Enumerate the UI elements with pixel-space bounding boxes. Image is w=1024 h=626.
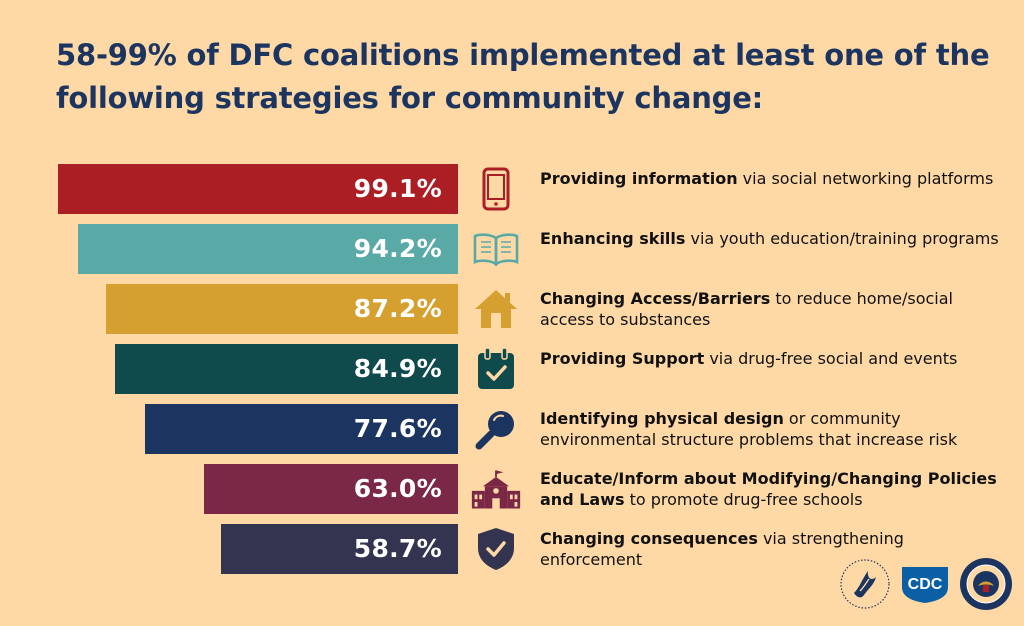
strategy-name: Changing Access/Barriers <box>540 289 771 308</box>
strategy-name: Providing Support <box>540 349 705 368</box>
agency-logos: CDC <box>838 552 1014 616</box>
bar-value-label: 94.2% <box>353 234 442 263</box>
bar: 63.0% <box>203 464 458 514</box>
bar-value-label: 63.0% <box>353 474 442 503</box>
strategy-name: Identifying physical design <box>540 409 784 428</box>
strategy-detail: via drug-free social and events <box>704 349 958 368</box>
strategy-detail: to reduce home/social access to substanc… <box>540 289 953 329</box>
cdc-logo: CDC <box>902 567 948 603</box>
strategy-description: Identifying physical design or community… <box>540 408 1010 450</box>
open-book-icon <box>470 224 522 274</box>
strategy-description: Providing Support via drug-free social a… <box>540 348 1010 369</box>
strategy-detail: via youth education/training programs <box>685 229 999 248</box>
strategy-detail: to promote drug-free schools <box>624 490 863 509</box>
strategy-name: Educate/Inform about Modifying/Changing … <box>540 469 997 509</box>
strategy-description: Providing information via social network… <box>540 168 1010 189</box>
shield-check-icon <box>470 524 522 574</box>
bar: 58.7% <box>221 524 458 574</box>
bar: 84.9% <box>115 344 458 394</box>
chart-title: 58-99% of DFC coalitions implemented at … <box>56 38 990 115</box>
cdc-logo-text: CDC <box>908 576 943 593</box>
school-building-icon <box>470 464 522 514</box>
bar-value-label: 87.2% <box>353 294 442 323</box>
bar: 77.6% <box>144 404 458 454</box>
calendar-check-icon <box>470 344 522 394</box>
bar: 94.2% <box>77 224 458 274</box>
strategy-description: Changing consequences via strengthening … <box>540 528 1010 570</box>
bar: 87.2% <box>106 284 458 334</box>
strategy-name: Providing information <box>540 169 738 188</box>
bar-value-label: 77.6% <box>353 414 442 443</box>
strategy-detail: via strengthening enforcement <box>540 529 904 569</box>
strategy-name: Changing consequences <box>540 529 758 548</box>
bar-value-label: 99.1% <box>353 174 442 203</box>
ondcp-seal-logo <box>960 558 1012 610</box>
house-icon <box>470 284 522 334</box>
bar-value-label: 84.9% <box>353 354 442 383</box>
strategy-description: Changing Access/Barriers to reduce home/… <box>540 288 1010 330</box>
strategy-description: Enhancing skills via youth education/tra… <box>540 228 1010 249</box>
strategy-name: Enhancing skills <box>540 229 686 248</box>
strategy-detail: or community environmental structure pro… <box>540 409 958 449</box>
strategy-detail: via social networking platforms <box>737 169 994 188</box>
strategy-description: Educate/Inform about Modifying/Changing … <box>540 468 1010 510</box>
smartphone-icon <box>470 164 522 214</box>
bar: 99.1% <box>58 164 458 214</box>
hhs-logo <box>840 559 890 609</box>
magnifier-icon <box>470 404 522 454</box>
bar-value-label: 58.7% <box>353 534 442 563</box>
